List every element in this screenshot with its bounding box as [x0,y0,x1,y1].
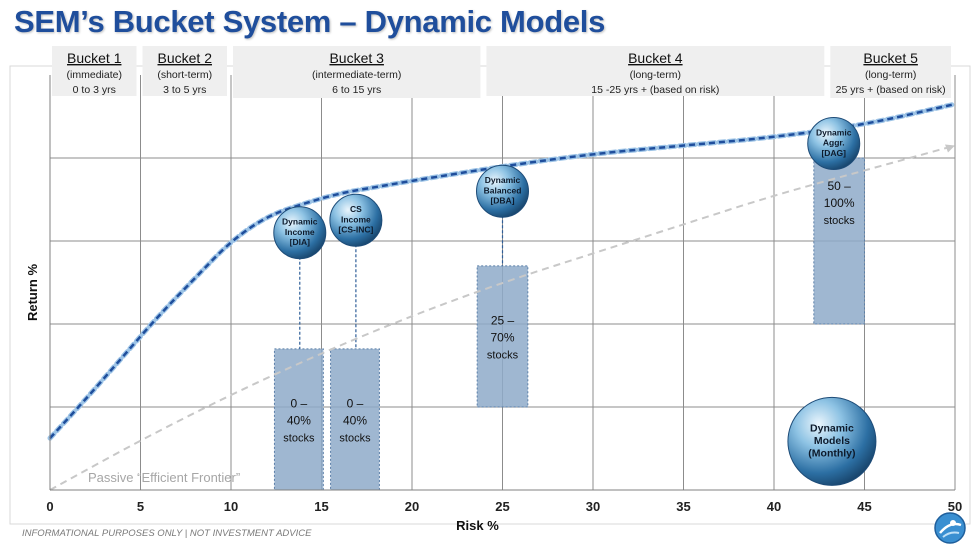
bucket-header-box [830,46,951,98]
allocation-box [273,348,324,491]
x-tick-label: 0 [46,499,53,514]
model-ticker: [CS-INC] [338,225,373,235]
model-bubble-circle [787,396,877,486]
model-name-line1: Dynamic [282,217,318,227]
allocation-box-2: 0 – 40% stocks [330,244,380,491]
bucket-name: Bucket 1 [67,50,122,66]
bucket-range: 3 to 5 yrs [163,84,206,96]
model-bubble-circle [329,193,383,247]
allocation-range-end: 40% [343,413,367,427]
x-tick-label: 20 [405,499,419,514]
dynamic-frontier-line [49,102,956,439]
bucket-header-4: Bucket 4 (long-term) 15 -25 yrs + (based o… [486,46,825,96]
bucket-term: (intermediate-term) [312,69,401,81]
model-name-line2: Balanced [484,185,522,195]
model-ticker: [DIA] [290,237,310,247]
x-tick-label: 45 [857,499,871,514]
bucket-header-box [52,46,137,96]
model-ticker: [DBA] [490,196,514,206]
model-name-line1: Dynamic [485,175,521,185]
x-tick-label: 5 [137,499,144,514]
allocation-range-end: 40% [287,413,311,427]
bucket-header-box [142,46,227,96]
model-name-line2: Aggr. [823,138,845,148]
bucket-term: (immediate) [67,69,122,81]
x-tick-label: 50 [948,499,962,514]
passive-frontier-line [49,144,956,491]
allocation-stocks-label: stocks [824,215,856,227]
bucket-range: 6 to 15 yrs [332,84,381,96]
allocation-range-start: 0 – [291,396,308,410]
bucket-range: 15 -25 yrs + (based on risk) [591,84,719,96]
bucket-term: (long-term) [865,69,916,81]
allocation-box [330,348,380,491]
allocation-box-1: 0 – 40% stocks [273,256,324,491]
bucket-header-box [233,46,481,98]
model-name-line1: Dynamic [816,127,852,137]
slide-title: SEM’s Bucket System – Dynamic Models [14,4,606,39]
allocation-stocks-label: stocks [339,432,371,444]
model-name-line2: Income [341,214,371,224]
allocation-range-start: 0 – [347,396,364,410]
x-tick-label: 30 [586,499,600,514]
allocation-range-start: 25 – [491,313,515,327]
allocation-range-start: 50 – [827,179,851,193]
allocation-box-3: 25 – 70% stocks [476,215,529,408]
model-name-line1: CS [350,204,362,214]
bucket-header-5: Bucket 5 (long-term) 25 yrs + (based on ri… [830,46,951,98]
bucket-header-2: Bucket 2 (short-term) 3 to 5 yrs [142,46,227,96]
x-tick-label: 40 [767,499,781,514]
bucket-term: (long-term) [630,69,681,81]
company-logo-icon [934,512,966,544]
model-ticker: (Monthly) [808,448,855,460]
bucket-name: Bucket 2 [158,50,213,66]
allocation-stocks-label: stocks [487,349,519,361]
passive-frontier-arrowhead [945,144,955,153]
allocation-stocks-label: stocks [283,432,315,444]
allocation-range-end: 100% [824,196,855,210]
x-tick-label: 15 [314,499,328,514]
x-axis-label: Risk % [456,518,499,533]
bucket-name: Bucket 5 [863,50,918,66]
model-name-line1: Dynamic [810,422,854,434]
bucket-header-box [486,46,825,96]
bucket-name: Bucket 4 [628,50,683,66]
passive-frontier-label: Passive “Efficient Frontier” [88,470,240,485]
bucket-header-1: Bucket 1 (immediate) 0 to 3 yrs [52,46,137,96]
allocation-range-end: 70% [490,330,514,344]
bucket-term: (short-term) [157,69,212,81]
model-name-line2: Income [285,227,315,237]
bucket-name: Bucket 3 [329,50,384,66]
bucket-range: 25 yrs + (based on risk) [836,84,946,96]
model-name-line2: Models [814,435,850,447]
y-axis-label: Return % [25,264,40,322]
allocation-box [813,157,866,325]
x-tick-label: 10 [224,499,238,514]
x-tick-label: 35 [676,499,690,514]
bucket-range: 0 to 3 yrs [73,84,116,96]
bucket-header-3: Bucket 3 (intermediate-term) 6 to 15 yrs [233,46,481,98]
disclaimer-text: INFORMATIONAL PURPOSES ONLY | NOT INVEST… [22,528,312,539]
model-bubble-circle [476,164,529,218]
x-tick-label: 25 [495,499,509,514]
model-bubble-circle [807,116,861,170]
model-ticker: [DAG] [821,148,846,158]
model-bubble-circle [273,206,327,260]
